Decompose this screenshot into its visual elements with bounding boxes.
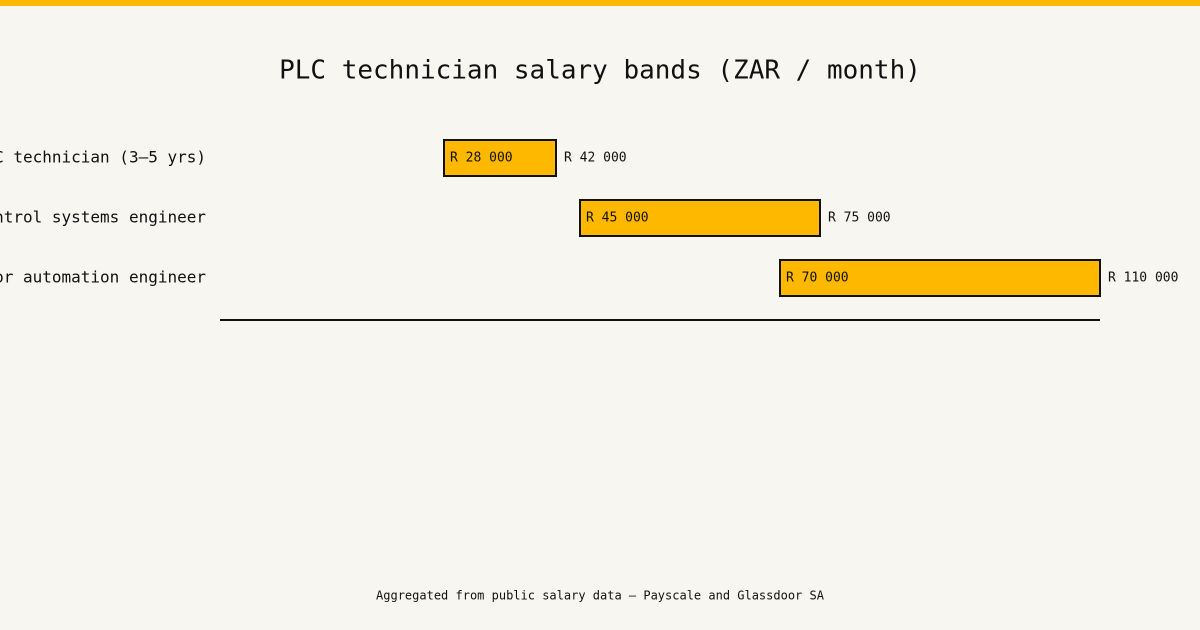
top-stripe: [0, 0, 1200, 6]
range-bar: [579, 199, 821, 237]
low-label: R 28 000: [450, 151, 513, 166]
low-label: R 70 000: [786, 271, 849, 286]
category-label: PLC technician (3–5 yrs): [0, 148, 206, 167]
low-label: R 45 000: [586, 211, 649, 226]
high-label: R 42 000: [564, 151, 627, 166]
category-label: Senior automation engineer: [0, 268, 206, 287]
range-bar: [443, 139, 557, 177]
chart-title: PLC technician salary bands (ZAR / month…: [279, 56, 921, 86]
range-bar: [779, 259, 1101, 297]
high-label: R 75 000: [828, 211, 891, 226]
high-label: R 110 000: [1108, 271, 1178, 286]
category-label: Control systems engineer: [0, 208, 206, 227]
source-note: Aggregated from public salary data — Pay…: [376, 589, 825, 603]
